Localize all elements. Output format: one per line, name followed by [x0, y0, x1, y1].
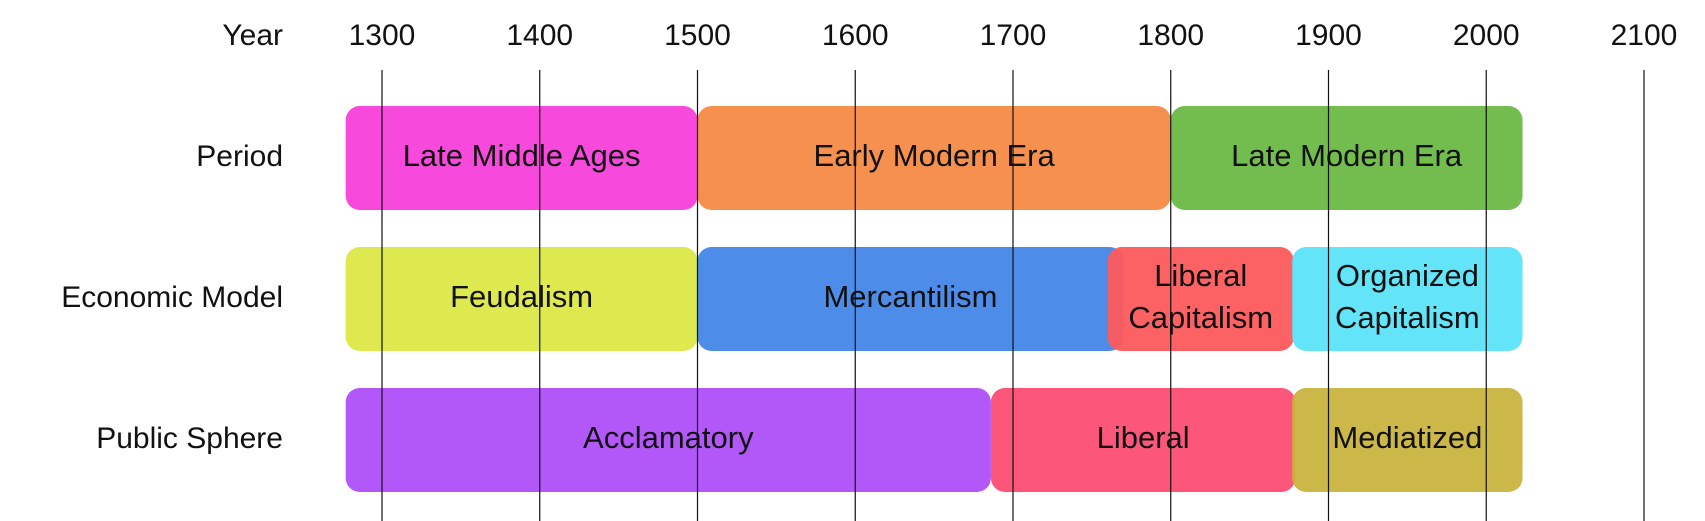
timeline-segment-label: Mercantilism	[823, 279, 997, 314]
timeline-segment	[697, 247, 1124, 351]
timeline-segment-label: Liberal Capitalism	[1128, 258, 1273, 335]
timeline-segment-label: Liberal	[1097, 420, 1190, 455]
year-header: Year	[222, 19, 283, 52]
segment-label-line: Organized	[1336, 258, 1479, 293]
segment-label-line: Acclamatory	[583, 420, 754, 455]
row-label: Period	[196, 140, 283, 173]
row-label: Public Sphere	[96, 422, 283, 455]
timeline-segment	[1107, 247, 1294, 351]
timeline-segment	[345, 106, 698, 210]
year-tick-label: 2100	[1611, 19, 1678, 52]
row-label: Economic Model	[61, 281, 283, 314]
segment-label-line: Mediatized	[1332, 420, 1482, 455]
segment-label-line: Late Modern Era	[1231, 138, 1463, 173]
year-tick-label: 1900	[1295, 19, 1362, 52]
year-tick-label: 1600	[822, 19, 889, 52]
year-tick-label: 1300	[349, 19, 416, 52]
year-tick-label: 1400	[506, 19, 573, 52]
timeline-segment-label: Organized Capitalism	[1335, 258, 1480, 335]
segment-label-line: Early Modern Era	[814, 138, 1056, 173]
timeline-segment-label: Acclamatory	[583, 420, 754, 455]
year-tick-label: 2000	[1453, 19, 1520, 52]
timeline-segment	[697, 106, 1171, 210]
segment-label-line: Feudalism	[450, 279, 593, 314]
bars-layer	[345, 106, 1523, 492]
segment-label-line: Liberal	[1154, 258, 1247, 293]
timeline-segment-label: Late Modern Era	[1231, 138, 1463, 173]
timeline-segment	[1170, 106, 1523, 210]
labels-layer: Year 1300 1400 1500 1600 1700 1800 1900 2000 210…	[61, 19, 1677, 455]
segment-label-line: Mercantilism	[823, 279, 997, 314]
segment-label-line: Liberal	[1097, 420, 1190, 455]
timeline-segment	[345, 247, 698, 351]
timeline-segment-label: Mediatized	[1332, 420, 1482, 455]
timeline-segment	[345, 388, 991, 492]
timeline-segment	[1292, 388, 1523, 492]
segment-label-line: Capitalism	[1335, 300, 1480, 335]
year-gridlines	[381, 70, 1645, 521]
timeline-segment	[1292, 247, 1523, 351]
timeline-segment-label: Early Modern Era	[814, 138, 1056, 173]
segment-label-line: Late Middle Ages	[403, 138, 641, 173]
year-tick-label: 1800	[1137, 19, 1204, 52]
timeline-segment-label: Late Middle Ages	[403, 138, 641, 173]
year-tick-label: 1700	[980, 19, 1047, 52]
segment-label-line: Capitalism	[1128, 300, 1273, 335]
year-tick-label: 1500	[664, 19, 731, 52]
timeline-segment	[990, 388, 1296, 492]
timeline-segment-label: Feudalism	[450, 279, 593, 314]
